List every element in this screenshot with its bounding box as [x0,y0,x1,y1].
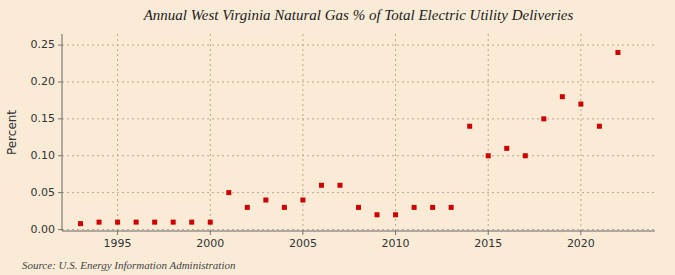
point [97,220,102,225]
tick-mark-y [58,155,62,156]
title: Annual West Virginia Natural Gas % of To… [143,7,574,23]
tick-label-y: 0.25 [31,38,56,51]
point [541,116,546,121]
point [523,153,528,158]
tick-label-x: 2005 [289,237,317,250]
point [467,124,472,129]
tick-mark-y [58,81,62,82]
grid-line-y [62,45,655,46]
tick-mark-x [488,231,489,235]
tick-mark-x [210,231,211,235]
point [597,124,602,129]
chart: 0.00 0.05 0.10 0.15 0.20 0.25 1995 2000 2005 2010… [0,0,675,275]
point [449,205,454,210]
tick-label-x: 2015 [474,237,502,250]
grid-line-x [117,34,118,231]
tick-label-y: 0.00 [31,223,56,236]
point [78,221,83,226]
point [245,205,250,210]
tick-mark-y [58,118,62,119]
axes: 0.00 0.05 0.10 0.15 0.20 0.25 1995 2000 2005 2010… [31,34,656,250]
grid-line-y [62,118,655,119]
point [504,146,509,151]
grid-line-x [488,34,489,231]
tick-label-y: 0.05 [31,186,56,199]
point [226,190,231,195]
y-axis-line [62,34,63,231]
point [208,220,213,225]
tick-label-y: 0.10 [31,149,56,162]
tick-mark-x [580,231,581,235]
tick-label-x: 2020 [567,237,595,250]
point [356,205,361,210]
tick-mark-x [302,231,303,235]
point [578,102,583,107]
y-axis-label: Percent [5,110,19,155]
tick-label-x: 2000 [196,237,224,250]
point [393,212,398,217]
point [319,183,324,188]
tick-label-y: 0.15 [31,112,56,125]
grid-line-x [580,34,581,231]
tick-label-x: 1995 [104,237,132,250]
point [486,153,491,158]
grid [62,34,655,231]
x-axis-line [62,231,655,232]
tick-mark-y [58,192,62,193]
point [337,183,342,188]
point [152,220,157,225]
tick-mark-y [58,229,62,230]
tick-mark-x [395,231,396,235]
point [560,94,565,99]
point [115,220,120,225]
source: Source: U.S. Energy Information Administ… [22,259,236,271]
point [263,198,268,203]
tick-mark-y [58,45,62,46]
point [134,220,139,225]
point [412,205,417,210]
tick-mark-x [117,231,118,235]
point [615,50,620,55]
grid-line-y [62,229,655,230]
grid-line-y [62,81,655,82]
points [78,50,620,226]
point [189,220,194,225]
point [282,205,287,210]
grid-line-x [210,34,211,231]
tick-label-x: 2010 [382,237,410,250]
tick-label-y: 0.20 [31,75,56,88]
grid-line-y [62,192,655,193]
point [430,205,435,210]
point [375,212,380,217]
grid-line-y [62,155,655,156]
point [171,220,176,225]
grid-line-x [395,34,396,231]
point [300,198,305,203]
